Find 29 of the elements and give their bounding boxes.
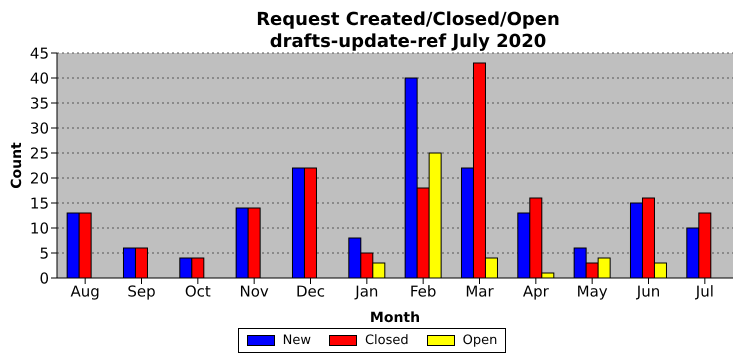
x-tick-label: Nov — [240, 282, 269, 301]
y-tick-label: 20 — [30, 169, 49, 188]
x-tick-label: Apr — [522, 282, 550, 301]
legend-label: Closed — [364, 333, 409, 348]
x-tick-label: Oct — [184, 282, 211, 301]
y-tick-label: 5 — [39, 244, 49, 262]
x-tick-label: Jul — [694, 282, 714, 301]
x-tick-label: Mar — [465, 282, 494, 301]
chart-title: Request Created/Closed/Open — [256, 9, 560, 30]
y-tick-label: 30 — [30, 119, 49, 138]
legend-label: New — [282, 333, 311, 348]
y-axis-title: Count — [8, 142, 25, 189]
x-axis-title: Month — [370, 310, 420, 326]
x-tick-label: Aug — [70, 282, 100, 301]
x-tick-label: May — [576, 282, 608, 301]
x-tick-label: Feb — [410, 282, 436, 301]
y-tick-label: 25 — [30, 144, 49, 162]
y-tick-label: 40 — [30, 69, 49, 88]
x-tick-label: Dec — [296, 282, 326, 301]
x-tick-label: Jun — [636, 282, 660, 301]
y-tick-label: 0 — [39, 269, 49, 288]
legend-label: Open — [462, 333, 498, 348]
y-tick-label: 35 — [30, 94, 49, 112]
chart-subtitle: drafts-update-ref July 2020 — [270, 31, 546, 52]
y-tick-label: 45 — [30, 44, 49, 62]
x-tick-label: Jan — [354, 282, 378, 301]
y-tick-label: 10 — [30, 219, 49, 238]
x-tick-label: Sep — [127, 282, 156, 301]
y-tick-label: 15 — [30, 194, 49, 212]
